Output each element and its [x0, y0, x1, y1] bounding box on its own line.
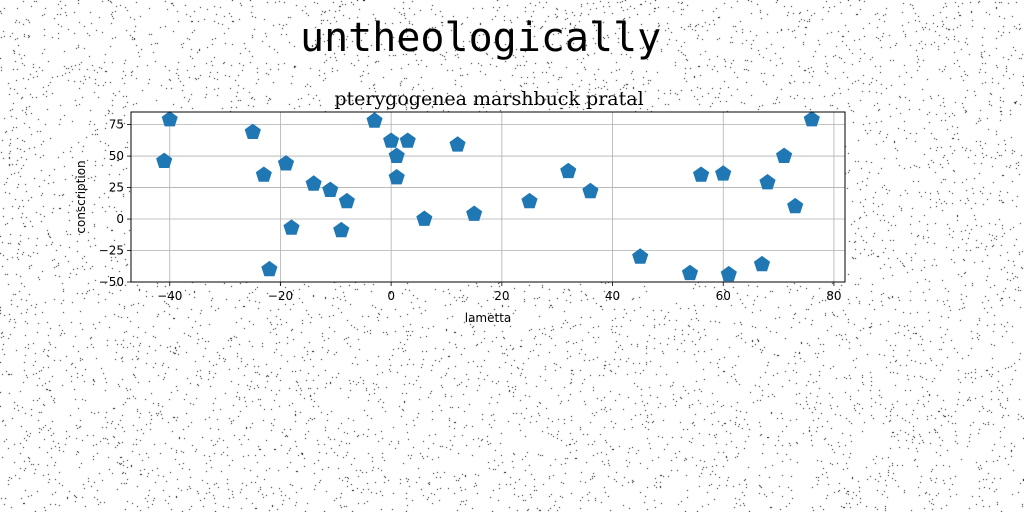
data-point	[776, 147, 793, 163]
plot-area	[131, 112, 845, 282]
data-point	[632, 248, 649, 264]
data-point	[283, 219, 300, 235]
data-point	[449, 136, 466, 152]
data-point	[753, 255, 771, 272]
data-point	[759, 174, 776, 190]
data-point	[383, 132, 400, 148]
x-tick-label: 40	[605, 289, 620, 303]
data-point	[338, 192, 355, 209]
data-point	[277, 155, 295, 171]
data-point	[803, 111, 820, 127]
data-point	[388, 147, 405, 163]
data-point	[720, 265, 737, 282]
y-tick-label: 25	[109, 181, 124, 195]
x-axis-ticks: −40 −20 0 20 40 60 80	[157, 282, 842, 303]
data-point	[693, 166, 710, 182]
x-tick-label: 80	[826, 289, 841, 303]
y-axis-label: conscription	[74, 160, 88, 233]
data-point	[156, 152, 173, 168]
data-point	[681, 264, 699, 281]
x-tick-label: 60	[716, 289, 731, 303]
data-point	[366, 112, 383, 128]
plot-frame	[130, 111, 846, 283]
data-point	[161, 111, 178, 127]
data-point	[305, 175, 322, 191]
data-point	[787, 197, 804, 214]
data-point	[244, 123, 261, 139]
y-tick-label: −25	[99, 244, 124, 258]
data-point	[560, 162, 577, 179]
data-point	[388, 169, 405, 185]
data-point	[582, 182, 599, 199]
page-title: untheologically	[300, 15, 662, 61]
y-tick-label: 75	[109, 118, 124, 132]
data-point	[255, 166, 272, 182]
x-tick-label: −20	[268, 289, 293, 303]
data-point	[715, 165, 732, 181]
x-tick-label: 0	[387, 289, 395, 303]
data-points	[156, 111, 820, 282]
data-point	[322, 181, 339, 197]
chart-title: pterygogenea marshbuck pratal	[334, 88, 643, 110]
x-tick-label: −40	[157, 289, 182, 303]
x-tick-label: 20	[494, 289, 509, 303]
y-tick-label: −50	[99, 275, 124, 289]
x-axis-label: lametta	[465, 311, 512, 325]
data-point	[416, 210, 433, 226]
y-tick-label: 0	[116, 212, 124, 226]
data-point	[399, 132, 416, 148]
data-point	[261, 260, 278, 277]
y-tick-label: 50	[109, 149, 124, 163]
data-point	[521, 192, 538, 209]
data-point	[466, 205, 483, 221]
data-point	[333, 221, 350, 238]
y-axis-ticks: −50 −25 0 25 50 75	[99, 118, 131, 289]
